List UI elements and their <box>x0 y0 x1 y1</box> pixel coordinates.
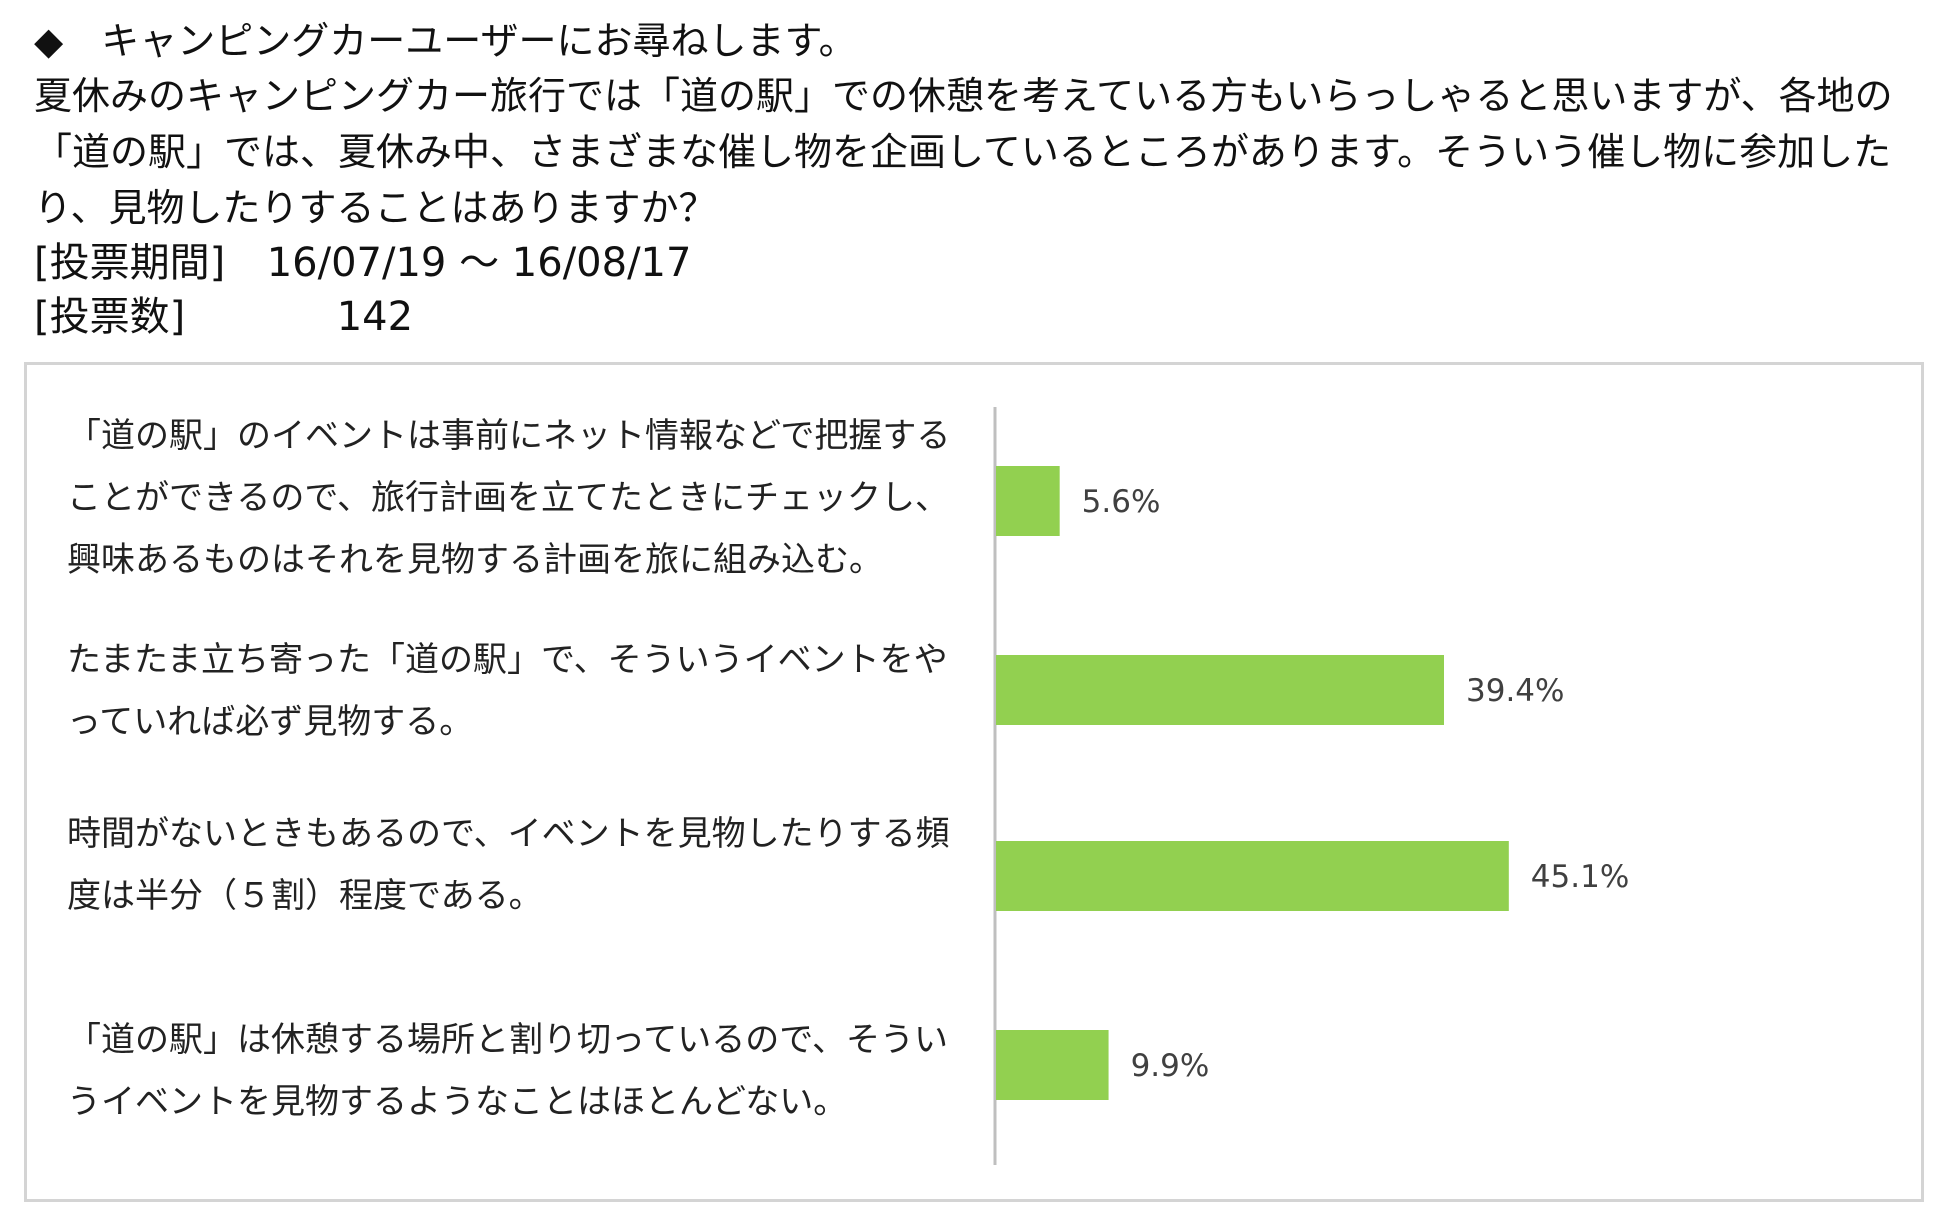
data-label-3: 45.1% <box>1531 859 1629 895</box>
survey-question: 夏休みのキャンピングカー旅行では「道の駅」での休憩を考えている方もいらっしゃると… <box>34 68 1929 236</box>
bar-chart: 5.6% 39.4% 45.1% 9.9% <box>27 365 1921 1199</box>
chart-frame: 「道の駅」のイベントは事前にネット情報などで把握することができるので、旅行計画を… <box>24 362 1924 1202</box>
bar-3 <box>996 841 1509 911</box>
voting-period-label: [投票期間] <box>34 236 254 290</box>
vote-count-label: [投票数] <box>34 290 324 344</box>
vote-count-value: 142 <box>337 294 413 340</box>
voting-period-value: 16/07/19 ～ 16/08/17 <box>267 240 692 286</box>
survey-title: ◆ キャンピングカーユーザーにお尋ねします。 <box>34 14 1934 68</box>
bar-1 <box>996 466 1060 536</box>
data-label-1: 5.6% <box>1082 484 1161 520</box>
voting-period: [投票期間] 16/07/19 ～ 16/08/17 <box>34 236 1934 290</box>
bar-4 <box>996 1030 1109 1100</box>
survey-header: ◆ キャンピングカーユーザーにお尋ねします。 夏休みのキャンピングカー旅行では「… <box>34 14 1934 344</box>
data-label-2: 39.4% <box>1466 673 1564 709</box>
bar-2 <box>996 655 1444 725</box>
data-label-4: 9.9% <box>1131 1048 1210 1084</box>
vote-count: [投票数] 142 <box>34 290 1934 344</box>
